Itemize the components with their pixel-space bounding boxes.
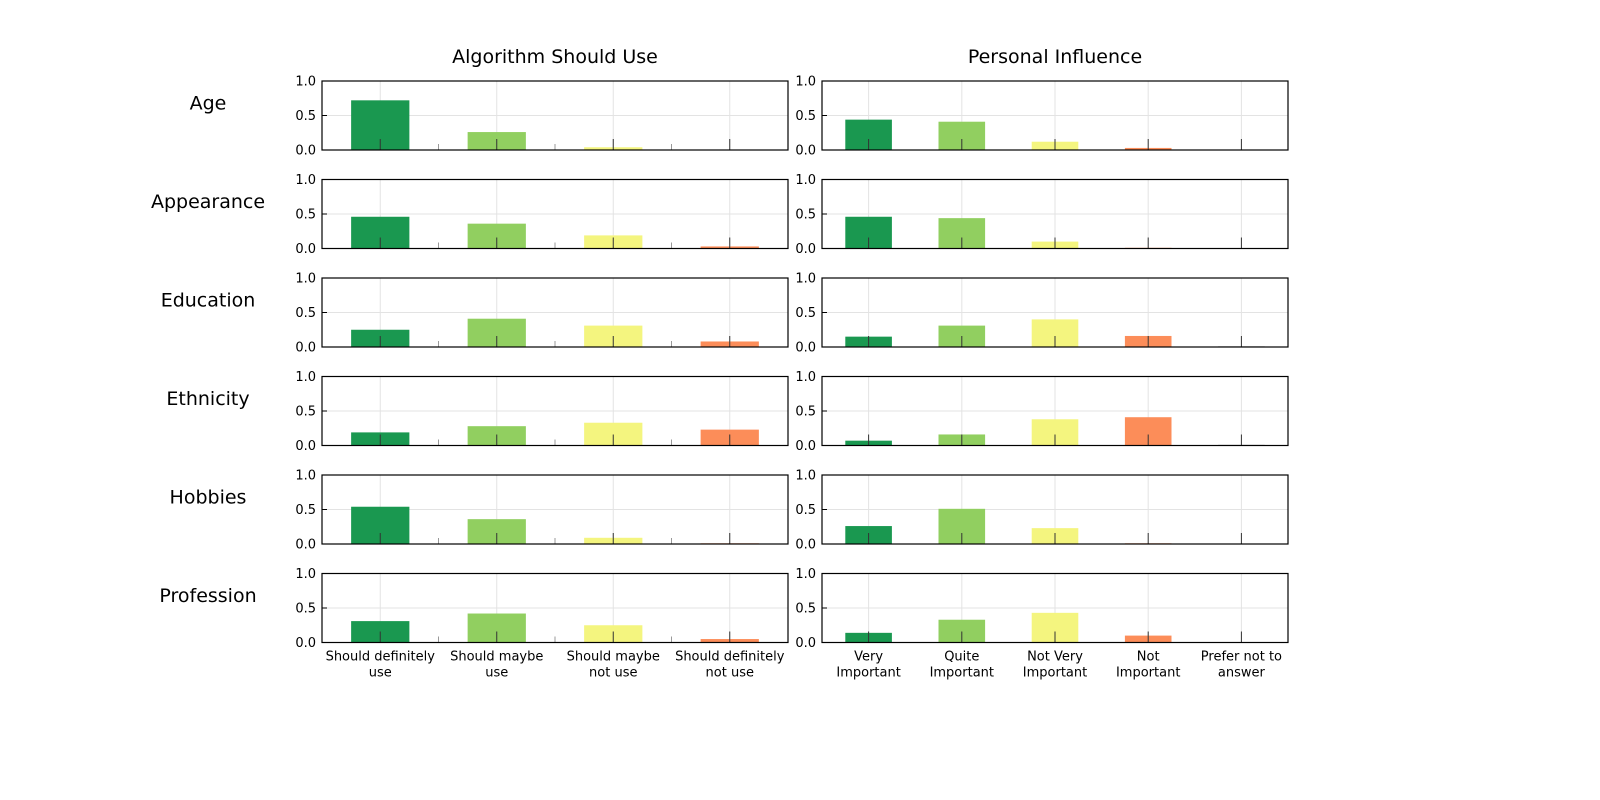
y-tick-label: 0.5 [295,208,316,223]
x-category-label-personal-influence-4: Important [1116,666,1180,681]
y-tick-label: 1.0 [295,567,316,582]
y-tick-label: 0.5 [295,109,316,124]
y-tick-label: 1.0 [795,370,816,385]
column-title-algorithm-should-use: Algorithm Should Use [452,46,658,68]
panel-algorithm-should-use-age: 0.0 0.5 1.0 [295,75,789,159]
row-label-hobbies: Hobbies [170,487,247,509]
y-tick-label: 1.0 [795,567,816,582]
bar-algorithm-should-use-ethnicity-3 [584,422,643,446]
panel-algorithm-should-use-appearance: 0.0 0.5 1.0 [295,173,789,257]
y-tick-label: 1.0 [295,272,316,287]
x-category-label-personal-influence-5: Prefer not to [1201,650,1282,665]
x-category-label-personal-influence-5: answer [1218,666,1266,681]
x-category-label-personal-influence-4: Not [1137,650,1160,665]
y-tick-label: 0.0 [795,144,816,159]
y-tick-label: 0.5 [795,208,816,223]
row-label-ethnicity: Ethnicity [166,388,249,410]
x-category-label-personal-influence-1: Very [854,650,883,665]
x-category-label-algorithm-should-use-1: Should definitely [326,650,436,665]
y-tick-label: 0.0 [295,242,316,257]
row-label-age: Age [190,93,227,115]
y-tick-label: 0.5 [295,405,316,420]
panel-personal-influence-ethnicity: 0.0 0.5 1.0 [795,370,1289,454]
y-tick-label: 1.0 [795,272,816,287]
y-tick-label: 1.0 [295,173,316,188]
x-category-label-algorithm-should-use-2: Should maybe [450,650,543,665]
x-category-label-personal-influence-2: Quite [944,650,979,665]
x-category-label-algorithm-should-use-2: use [485,666,508,681]
y-tick-label: 1.0 [295,370,316,385]
y-tick-label: 0.0 [295,636,316,651]
y-tick-label: 1.0 [295,75,316,90]
column-title-personal-influence: Personal Influence [968,46,1142,68]
y-tick-label: 0.0 [295,341,316,356]
y-tick-label: 1.0 [795,469,816,484]
x-category-label-personal-influence-3: Important [1023,666,1087,681]
y-tick-label: 0.0 [295,538,316,553]
y-tick-label: 0.5 [795,602,816,617]
x-category-label-algorithm-should-use-3: Should maybe [567,650,660,665]
panel-personal-influence-hobbies: 0.0 0.5 1.0 [795,469,1289,553]
x-category-label-algorithm-should-use-4: Should definitely [675,650,785,665]
row-label-education: Education [161,290,256,312]
y-tick-label: 0.5 [295,306,316,321]
row-label-profession: Profession [159,585,256,607]
y-tick-label: 1.0 [295,469,316,484]
y-tick-label: 0.0 [795,439,816,454]
panel-personal-influence-age: 0.0 0.5 1.0 [795,75,1289,159]
y-tick-label: 1.0 [795,173,816,188]
y-tick-label: 0.5 [795,109,816,124]
x-category-label-personal-influence-1: Important [836,666,900,681]
panel-algorithm-should-use-education: 0.0 0.5 1.0 [295,272,789,356]
panel-personal-influence-profession: 0.00.51.0VeryImportantQuiteImportantNot … [795,567,1289,681]
y-tick-label: 0.0 [795,538,816,553]
y-tick-label: 0.0 [295,144,316,159]
panel-personal-influence-appearance: 0.0 0.5 1.0 [795,173,1289,257]
y-tick-label: 0.5 [795,306,816,321]
y-tick-label: 0.5 [795,503,816,518]
bar-personal-influence-profession-2 [938,619,986,643]
x-category-label-algorithm-should-use-4: not use [706,666,754,681]
panel-personal-influence-education: 0.0 0.5 1.0 [795,272,1289,356]
x-category-label-algorithm-should-use-1: use [369,666,392,681]
y-tick-label: 0.0 [795,636,816,651]
y-tick-label: 0.0 [795,242,816,257]
y-tick-label: 0.0 [295,439,316,454]
y-tick-label: 0.5 [295,602,316,617]
y-tick-label: 0.5 [795,405,816,420]
x-category-label-algorithm-should-use-3: not use [589,666,637,681]
y-tick-label: 0.0 [795,341,816,356]
panel-algorithm-should-use-hobbies: 0.0 0.5 1.0 [295,469,789,553]
x-category-label-personal-influence-2: Important [930,666,994,681]
row-label-appearance: Appearance [151,191,265,213]
x-category-label-personal-influence-3: Not Very [1027,650,1083,665]
y-tick-label: 0.5 [295,503,316,518]
panel-algorithm-should-use-ethnicity: 0.0 0.5 1.0 [295,370,789,454]
y-tick-label: 1.0 [795,75,816,90]
